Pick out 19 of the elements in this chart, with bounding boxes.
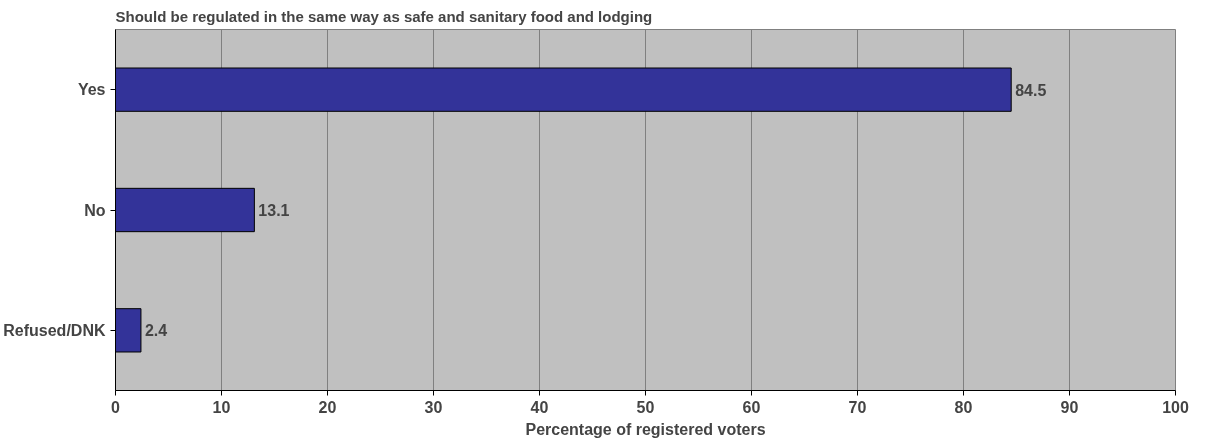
y-tick-label: Refused/DNK [3, 321, 106, 339]
x-tick-label: 10 [212, 398, 231, 416]
x-tick-label: 20 [318, 398, 337, 416]
x-tick-label: 90 [1060, 398, 1079, 416]
x-tick-label: 80 [954, 398, 973, 416]
x-tick-label: 50 [636, 398, 655, 416]
data-label: 13.1 [258, 202, 290, 219]
x-tick-label: 40 [530, 398, 549, 416]
chart-title: Should be regulated in the same way as safe and sanitary food and lodging [115, 7, 653, 25]
x-tick-label: 60 [742, 398, 761, 416]
y-tick-label: Yes [77, 81, 106, 99]
data-label: 2.4 [144, 322, 168, 340]
x-tick-label: 100 [1162, 398, 1189, 416]
x-tick-label: 70 [848, 398, 867, 416]
x-tick-label: 0 [111, 398, 121, 416]
data-label: 84.5 [1015, 81, 1047, 99]
x-axis-title: Percentage of registered voters [525, 420, 766, 438]
x-tick-label: 30 [424, 398, 443, 416]
y-tick-label: No [84, 201, 106, 219]
